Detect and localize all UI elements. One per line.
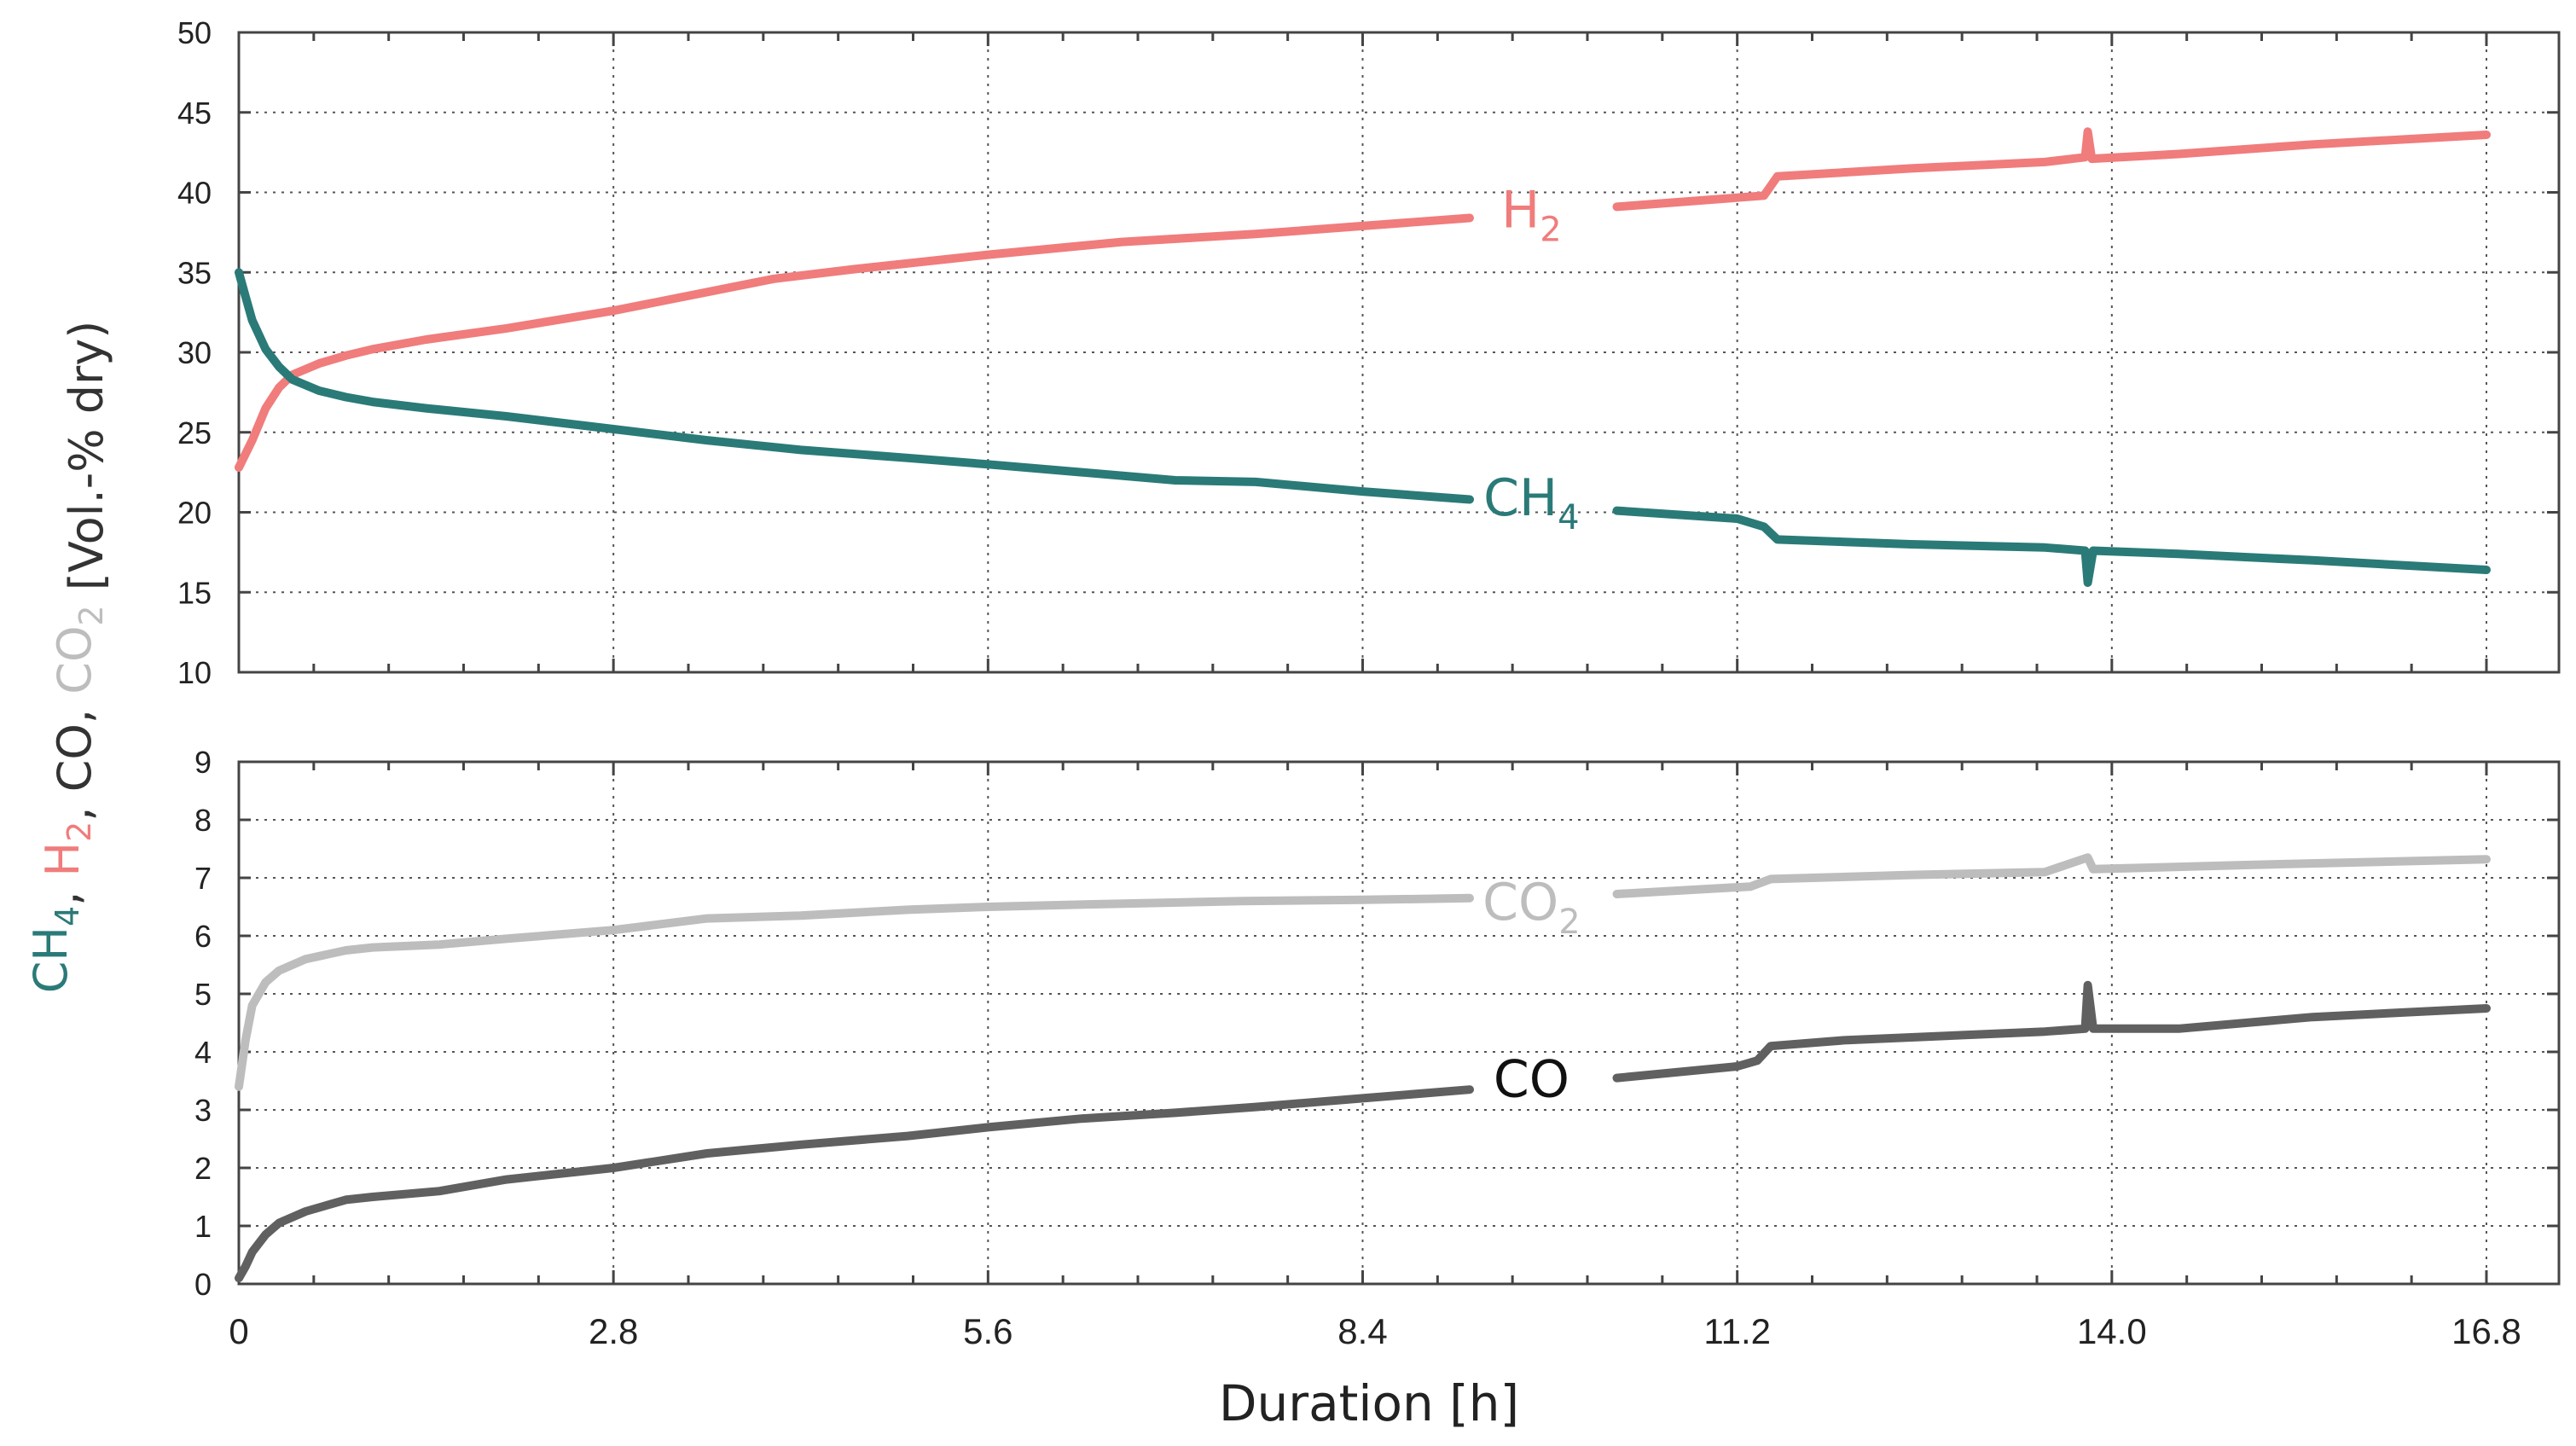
y-tick-label: 40 <box>177 176 212 211</box>
x-tick-label: 2.8 <box>589 1311 638 1351</box>
y-axis-label-text: CH4, H2, CO, CO2 [Vol.-% dry) <box>24 321 113 994</box>
y-tick-label: 30 <box>177 335 212 370</box>
y-tick-label: 0 <box>194 1267 212 1302</box>
y-tick-label: 35 <box>177 255 212 290</box>
series-line-h2 <box>1612 127 2491 212</box>
y-tick-label: 20 <box>177 496 212 531</box>
x-tick-label: 5.6 <box>963 1311 1012 1351</box>
y-tick-label: 3 <box>194 1093 212 1128</box>
plot-frame <box>237 760 2561 1286</box>
y-tick-label: 45 <box>177 96 212 131</box>
series-line-ch4 <box>235 268 1474 504</box>
series-line-ch4 <box>1612 506 2491 587</box>
x-tick-label: 0 <box>229 1311 248 1351</box>
y-tick-label: 25 <box>177 415 212 450</box>
series-label-h2: H2 <box>1501 180 1562 249</box>
series-label-co: CO <box>1494 1050 1569 1110</box>
series-label-co2: CO2 <box>1482 873 1581 942</box>
y-tick-label: 9 <box>194 745 212 780</box>
panel-top: 10 15 20 25 30 35 40 45 50 H2 CH4 <box>177 15 2561 690</box>
y-tick-label: 50 <box>177 15 212 50</box>
series-line-co2 <box>1612 853 2491 898</box>
y-tick-label: 2 <box>194 1151 212 1186</box>
series-line-co2 <box>235 893 1474 1091</box>
series-label-ch4: CH4 <box>1483 468 1579 537</box>
y-tick-label: 5 <box>194 977 212 1012</box>
x-tick-label: 16.8 <box>2451 1311 2521 1351</box>
series-line-co <box>1612 980 2491 1083</box>
panel-bottom: 0 1 2 3 4 5 6 7 8 9 CO2 CO <box>194 745 2561 1302</box>
y-axis-label: CH4, H2, CO, CO2 [Vol.-% dry) <box>24 321 113 994</box>
series-line-co <box>235 1085 1474 1283</box>
y-tick-label: 15 <box>177 575 212 610</box>
y-tick-label: 10 <box>177 655 212 690</box>
y-tick-label: 1 <box>194 1209 212 1244</box>
x-tick-label: 8.4 <box>1337 1311 1387 1351</box>
y-tick-label: 4 <box>194 1035 212 1070</box>
x-tick-label: 11.2 <box>1703 1311 1771 1351</box>
series-line-h2 <box>235 213 1474 472</box>
x-tick-label: 14.0 <box>2077 1311 2147 1351</box>
y-tick-label: 7 <box>194 861 212 896</box>
x-axis-label: Duration [h] <box>1219 1374 1519 1432</box>
y-tick-label: 8 <box>194 803 212 838</box>
y-tick-label: 6 <box>194 919 212 954</box>
